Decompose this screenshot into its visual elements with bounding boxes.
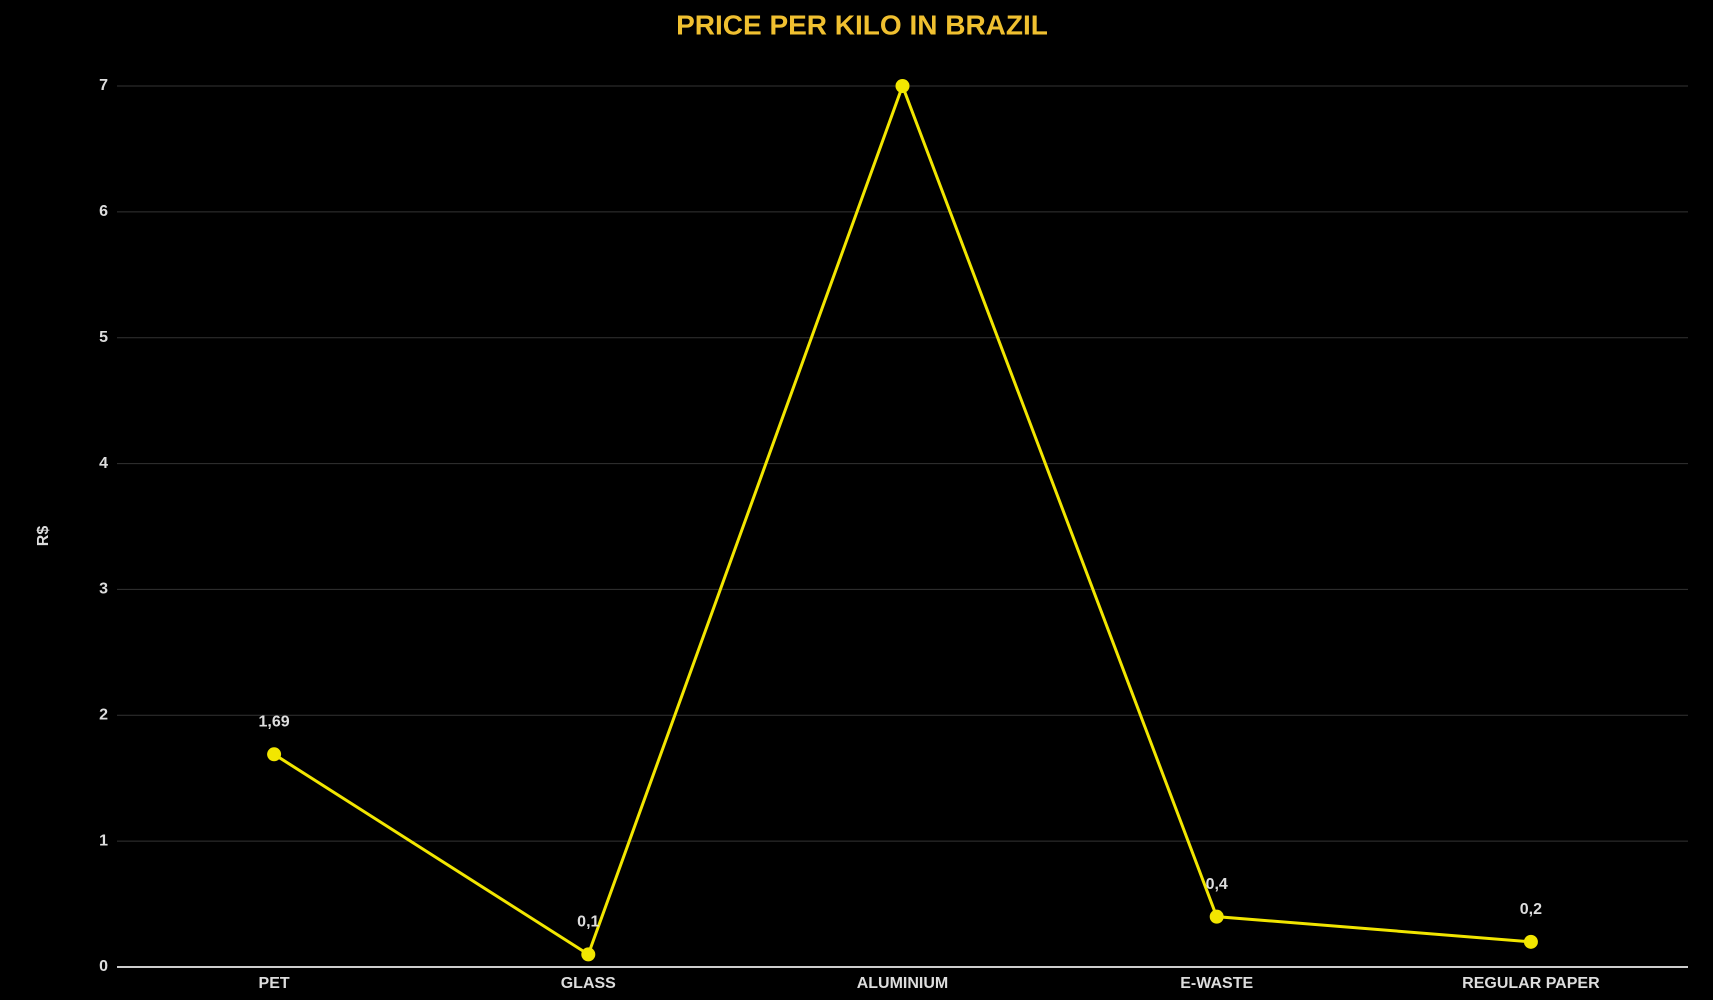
marker: [267, 747, 282, 762]
x-tick-label: PET: [259, 975, 290, 992]
marker: [581, 947, 596, 962]
value-label: 0,1: [577, 914, 599, 931]
marker: [1209, 909, 1224, 924]
line: [273, 81, 1532, 957]
x-tick-label: REGULAR PAPER: [1462, 975, 1600, 992]
y-tick-label: 4: [99, 455, 108, 472]
value-label: 0,2: [1520, 901, 1542, 918]
x-tick-label: ALUMINIUM: [857, 975, 949, 992]
y-tick-label: 3: [99, 581, 108, 598]
marker: [895, 79, 910, 93]
y-tick-label: 2: [99, 707, 108, 724]
y-tick-label: 5: [99, 329, 108, 346]
chart-title: PRICE PER KILO IN BRAZIL: [676, 9, 1048, 40]
y-tick-label: 0: [99, 958, 108, 975]
x-tick-label: GLASS: [561, 975, 616, 992]
y-tick-label: 1: [99, 832, 108, 849]
y-tick-label: 7: [99, 77, 108, 94]
value-label: 1,69: [259, 714, 290, 731]
x-tick-label: E-WASTE: [1180, 975, 1253, 992]
value-label: 0,4: [1206, 876, 1228, 893]
marker: [1523, 934, 1538, 949]
y-tick-label: 6: [99, 203, 108, 220]
y-axis-label: R$: [35, 526, 52, 547]
